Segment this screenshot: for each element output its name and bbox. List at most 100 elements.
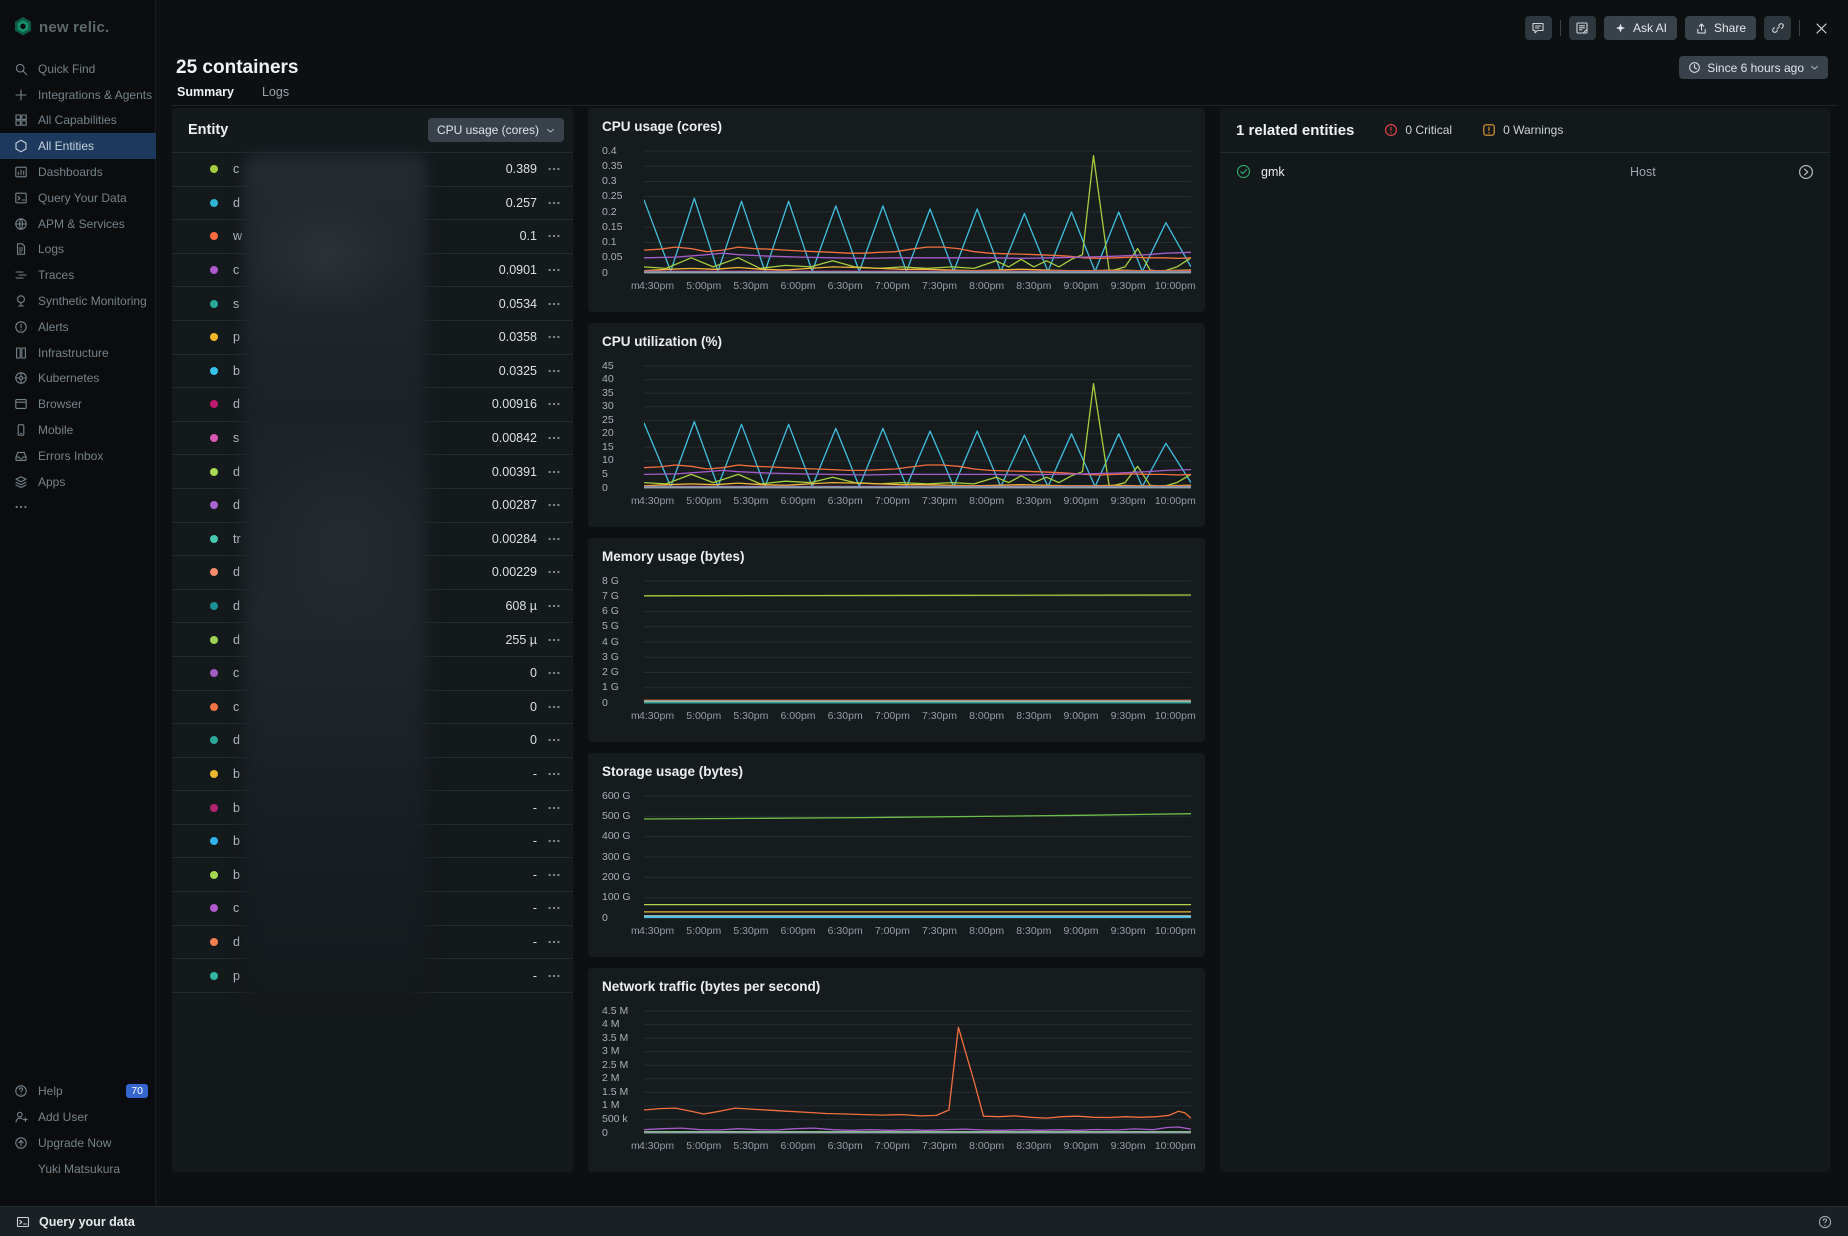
sidebar-item-alerts[interactable]: Alerts [0,314,156,340]
row-actions-menu[interactable] [537,834,561,848]
row-actions-menu[interactable] [537,263,561,277]
sidebar-footer-add-user[interactable]: Add User [0,1104,156,1130]
entity-row[interactable]: b 0.0325 [172,355,573,389]
sidebar-item-errors-inbox[interactable]: Errors Inbox [0,443,156,469]
entity-row[interactable]: c 0 [172,691,573,725]
row-actions-menu[interactable] [537,767,561,781]
sidebar-item-query-your-data[interactable]: Query Your Data [0,185,156,211]
sidebar-item-label: APM & Services [38,217,125,231]
copy-link-button[interactable] [1764,16,1791,40]
sidebar-item-more[interactable] [0,495,156,521]
sidebar-item-mobile[interactable]: Mobile [0,417,156,443]
ask-ai-button[interactable]: Ask AI [1604,16,1677,40]
row-actions-menu[interactable] [537,532,561,546]
feedback-button[interactable] [1525,16,1552,40]
row-actions-menu[interactable] [537,801,561,815]
related-entity-name[interactable]: gmk [1261,165,1285,179]
row-actions-menu[interactable] [537,565,561,579]
sidebar-item-integrations[interactable]: Integrations & Agents [0,82,156,108]
help-circle-icon[interactable] [1818,1215,1832,1229]
entity-row[interactable]: d 0.257 [172,187,573,221]
chart-plot[interactable] [644,365,1191,489]
entity-row[interactable]: s 0.0534 [172,287,573,321]
sidebar-item-entities[interactable]: All Entities [0,133,156,159]
sidebar-item-capabilities[interactable]: All Capabilities [0,108,156,134]
row-actions-menu[interactable] [537,599,561,613]
row-actions-menu[interactable] [537,196,561,210]
sidebar-item-infrastructure[interactable]: Infrastructure [0,340,156,366]
sidebar-item-apm-services[interactable]: APM & Services [0,211,156,237]
notes-button[interactable] [1569,16,1596,40]
y-axis-label: 100 G [602,891,631,904]
sidebar-item-dashboards[interactable]: Dashboards [0,159,156,185]
chart-plot[interactable] [644,1010,1191,1134]
entity-row[interactable]: c 0.389 [172,153,573,187]
row-actions-menu[interactable] [537,431,561,445]
row-actions-menu[interactable] [537,666,561,680]
sidebar-item-apps[interactable]: Apps [0,469,156,495]
entity-row[interactable]: d 0.00229 [172,556,573,590]
query-your-data-label[interactable]: Query your data [39,1215,135,1229]
row-actions-menu[interactable] [537,465,561,479]
row-actions-menu[interactable] [537,969,561,983]
time-picker[interactable]: Since 6 hours ago [1679,56,1828,79]
entity-row[interactable]: b - [172,825,573,859]
tab-summary[interactable]: Summary [177,85,234,110]
row-actions-menu[interactable] [537,733,561,747]
entity-metric-value: 0.00391 [492,465,537,479]
entity-row[interactable]: d 0.00916 [172,388,573,422]
entity-row[interactable]: tr 0.00284 [172,523,573,557]
row-actions-menu[interactable] [537,162,561,176]
sidebar-item-browser[interactable]: Browser [0,391,156,417]
entity-row[interactable]: c 0 [172,657,573,691]
chart-plot[interactable] [644,580,1191,704]
row-actions-menu[interactable] [537,700,561,714]
entity-row[interactable]: d 0.00391 [172,455,573,489]
row-actions-menu[interactable] [537,935,561,949]
row-actions-menu[interactable] [537,297,561,311]
sidebar-item-logs[interactable]: Logs [0,237,156,263]
sidebar-footer-upgrade-now[interactable]: Upgrade Now [0,1130,156,1156]
chart-plot[interactable] [644,795,1191,919]
new-relic-logo[interactable]: new relic. [0,0,155,41]
bottom-bar[interactable]: Query your data [0,1206,1848,1236]
sidebar-footer-help[interactable]: Help 70 [0,1078,156,1104]
entity-row[interactable]: d - [172,926,573,960]
sidebar-footer-avatar[interactable]: Yuki Matsukura [0,1156,156,1182]
row-actions-menu[interactable] [537,330,561,344]
entity-row[interactable]: d 255 µ [172,623,573,657]
related-entity-row[interactable]: gmk Host [1220,153,1830,190]
entity-row[interactable]: d 608 µ [172,590,573,624]
entity-row[interactable]: b - [172,791,573,825]
sidebar-item-kubernetes[interactable]: Kubernetes [0,366,156,392]
row-actions-menu[interactable] [537,364,561,378]
open-entity-icon[interactable] [1798,164,1814,180]
sidebar-item-quick-find[interactable]: Quick Find [0,56,156,82]
entity-row[interactable]: c 0.0901 [172,254,573,288]
metric-selector-dropdown[interactable]: CPU usage (cores) [428,118,564,142]
row-actions-menu[interactable] [537,229,561,243]
entity-row[interactable]: c - [172,892,573,926]
row-actions-menu[interactable] [537,397,561,411]
chart-plot[interactable] [644,150,1191,274]
sidebar-item-synthetic-monitoring[interactable]: Synthetic Monitoring [0,288,156,314]
entity-row[interactable]: p - [172,959,573,993]
entity-row[interactable]: b - [172,858,573,892]
entity-row[interactable]: s 0.00842 [172,422,573,456]
sidebar-item-traces[interactable]: Traces [0,262,156,288]
row-actions-menu[interactable] [537,901,561,915]
share-button[interactable]: Share [1685,16,1756,40]
entity-row[interactable]: w 0.1 [172,220,573,254]
entity-row[interactable]: p 0.0358 [172,321,573,355]
tab-logs[interactable]: Logs [262,85,289,110]
row-actions-menu[interactable] [537,868,561,882]
row-actions-menu[interactable] [537,633,561,647]
entity-row[interactable]: b - [172,758,573,792]
x-axis-label: 8:00pm [969,495,1004,507]
close-button[interactable] [1808,16,1834,40]
entity-row[interactable]: d 0.00287 [172,489,573,523]
entity-row[interactable]: d 0 [172,724,573,758]
more-icon [14,500,28,514]
row-actions-menu[interactable] [537,498,561,512]
sidebar-item-label: Integrations & Agents [38,88,152,102]
